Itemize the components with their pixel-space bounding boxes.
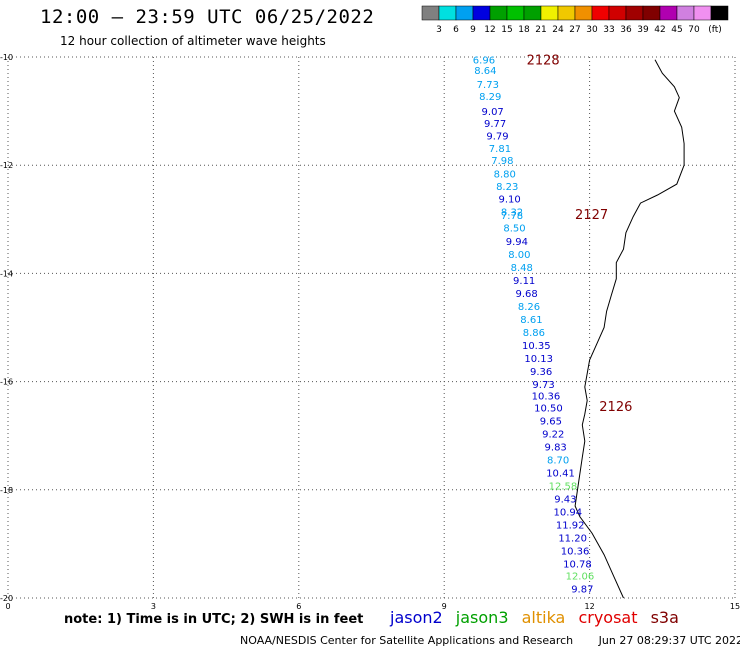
wave-height-label: 10.94: [553, 507, 582, 518]
legend-label: 18: [518, 25, 530, 35]
wave-height-label: 10.35: [522, 341, 551, 352]
wave-height-label: 8.00: [508, 250, 530, 261]
wave-height-label: 10.41: [546, 468, 575, 479]
wave-height-label: 9.11: [513, 276, 535, 287]
y-tick-label: -20: [0, 594, 13, 603]
wave-height-label: 11.92: [556, 520, 585, 531]
legend-unit: (ft): [708, 25, 722, 35]
track-number-label: 2128: [527, 54, 560, 69]
legend-label: 21: [535, 25, 546, 35]
satellite-altika: altika: [521, 608, 566, 627]
track-number-label: 2126: [599, 400, 632, 415]
wave-height-label: 10.36: [532, 392, 561, 403]
wave-height-label: 8.61: [520, 315, 542, 326]
legend-label: 39: [637, 25, 649, 35]
wave-height-label: 9.87: [571, 584, 593, 595]
wave-height-label: 12.06: [566, 571, 595, 582]
wave-height-label: 8.80: [494, 169, 516, 180]
legend-label: 70: [688, 25, 700, 35]
y-tick-label: -14: [0, 269, 13, 278]
wave-height-label: 8.70: [547, 456, 569, 467]
legend-label: 15: [501, 25, 512, 35]
chart-title: 12:00 – 23:59 UTC 06/25/2022: [40, 6, 375, 28]
x-tick-label: 12: [585, 602, 595, 610]
legend-label: 9: [470, 25, 476, 35]
x-tick-label: 3: [151, 602, 156, 610]
legend-label: 36: [620, 25, 632, 35]
y-tick-label: -18: [0, 486, 13, 495]
coastline: [574, 59, 685, 599]
y-tick-label: -12: [0, 161, 13, 170]
wave-height-label: 9.07: [482, 107, 504, 118]
wave-height-label: 10.78: [563, 559, 592, 570]
footer-timestamp: Jun 27 08:29:37 UTC 2022: [598, 634, 740, 647]
wave-height-label: 10.13: [524, 354, 553, 365]
satellite-s3a: s3a: [650, 608, 679, 627]
satellite-legend: jason2 jason3 altika cryosat s3a: [390, 608, 687, 627]
legend-label: 24: [552, 25, 564, 35]
wave-height-label: 7.73: [477, 80, 499, 91]
y-tick-label: -16: [0, 378, 13, 387]
wave-height-label: 10.36: [561, 546, 590, 557]
wave-height-label: 8.23: [496, 182, 518, 193]
legend-label: 12: [484, 25, 495, 35]
wave-height-label: 8.64: [474, 66, 496, 77]
wave-height-label: 7.98: [491, 156, 513, 167]
note-text: note: 1) Time is in UTC; 2) SWH is in fe…: [64, 612, 364, 627]
wave-height-label: 9.65: [540, 417, 562, 428]
wave-height-label: 8.50: [503, 223, 525, 234]
wave-height-label: 8.48: [511, 263, 533, 274]
wave-height-label: 8.86: [523, 328, 545, 339]
wave-height-label: 6.96: [473, 56, 495, 67]
wave-height-label: 7.78: [501, 211, 523, 222]
x-tick-label: 15: [730, 602, 740, 610]
wave-height-label: 9.77: [484, 119, 506, 130]
wave-height-label: 9.10: [498, 195, 520, 206]
legend-label: 30: [586, 25, 598, 35]
wave-height-label: 9.73: [532, 380, 554, 391]
legend-label: 6: [453, 25, 459, 35]
wave-height-label: 10.50: [534, 404, 563, 415]
wave-height-label: 11.20: [558, 533, 587, 544]
wave-height-label: 9.43: [554, 494, 576, 505]
satellite-jason2: jason2: [390, 608, 443, 627]
wave-height-label: 8.29: [479, 92, 501, 103]
plot-area: -10-12-14-16-18-200 3 6 9 12 156.968.647.738.…: [0, 53, 740, 610]
footer-org: NOAA/NESDIS Center for Satellite Applica…: [240, 634, 574, 647]
legend-swatch: [710, 5, 729, 21]
wave-height-label: 7.81: [489, 144, 511, 155]
x-tick-label: 6: [296, 602, 301, 610]
footer: NOAA/NESDIS Center for Satellite Applica…: [240, 634, 740, 647]
chart-subtitle: 12 hour collection of altimeter wave hei…: [60, 34, 326, 48]
wave-height-label: 12.58: [549, 481, 578, 492]
legend-label: 27: [569, 25, 580, 35]
color-legend: 3 6 9 12 15 18 21 24 27 30 33 36 39 42 45 70 (ft): [421, 5, 729, 35]
satellite-cryosat: cryosat: [578, 608, 638, 627]
legend-label: 33: [603, 25, 614, 35]
wave-height-label: 9.79: [486, 131, 508, 142]
y-tick-label: -10: [0, 53, 13, 62]
legend-label: 45: [671, 25, 682, 35]
satellite-jason3: jason3: [455, 608, 509, 627]
x-tick-label: 9: [442, 602, 447, 610]
legend-label: 3: [436, 25, 442, 35]
wave-height-label: 9.22: [542, 430, 564, 441]
legend-label: 42: [654, 25, 665, 35]
wave-height-label: 9.94: [506, 237, 528, 248]
track-number-label: 2127: [575, 208, 608, 223]
wave-height-label: 8.26: [518, 302, 540, 313]
wave-height-label: 9.83: [545, 443, 567, 454]
wave-height-label: 9.68: [515, 289, 537, 300]
wave-height-label: 8.32: [501, 208, 523, 219]
wave-height-label: 9.36: [530, 367, 552, 378]
x-tick-label: 0: [5, 602, 10, 610]
